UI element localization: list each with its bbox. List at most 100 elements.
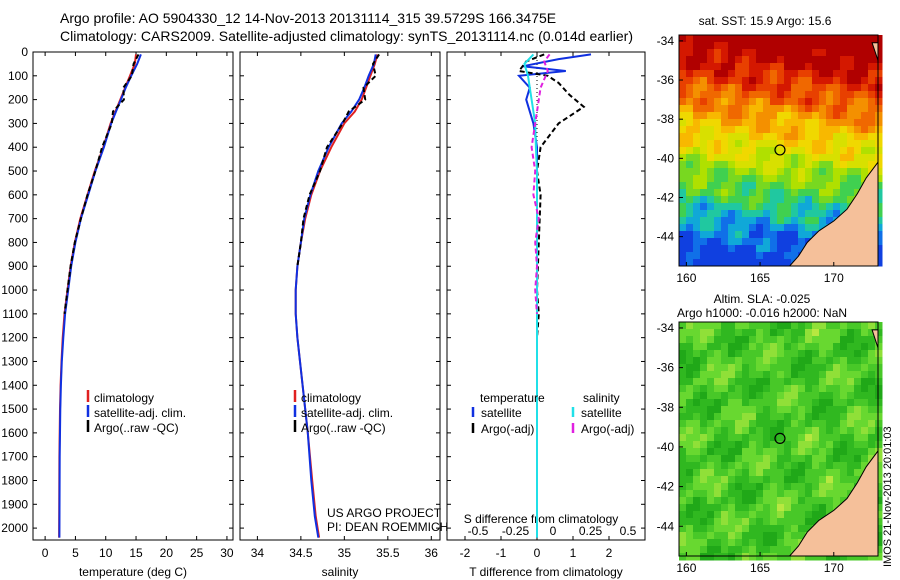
map-cell xyxy=(749,434,757,442)
map-cell xyxy=(749,252,757,260)
y-tick-label: 1900 xyxy=(1,497,28,511)
series-line-argo-raw-qc- xyxy=(63,53,140,315)
y-tick-label: 900 xyxy=(8,259,28,273)
map-cell xyxy=(700,448,708,456)
map-cell xyxy=(700,63,708,71)
map-cell xyxy=(707,63,715,71)
map-cell xyxy=(728,413,736,421)
map-cell xyxy=(854,336,862,344)
map-cell xyxy=(749,532,757,540)
map-cell xyxy=(875,161,883,169)
map-cell xyxy=(784,161,792,169)
map-y-tick-label: -42 xyxy=(657,190,675,204)
y-tick-label: 1700 xyxy=(1,450,28,464)
map-cell xyxy=(833,91,841,99)
map-cell xyxy=(777,441,785,449)
map-cell xyxy=(791,238,799,246)
map-cell xyxy=(700,336,708,344)
map-cell xyxy=(770,189,778,197)
map-cell xyxy=(763,441,771,449)
map-cell xyxy=(756,252,764,260)
map-cell xyxy=(735,518,743,526)
map-cell xyxy=(819,497,827,505)
map-cell xyxy=(791,147,799,155)
map-cell xyxy=(784,119,792,127)
map-cell xyxy=(693,140,701,148)
map-cell xyxy=(756,455,764,463)
map-cell xyxy=(721,84,729,92)
map-cell xyxy=(791,161,799,169)
map-cell xyxy=(840,98,848,106)
map-cell xyxy=(679,49,687,57)
map-cell xyxy=(700,91,708,99)
map-cell xyxy=(868,56,876,64)
map-cell xyxy=(854,56,862,64)
map-cell xyxy=(707,483,715,491)
map-cell xyxy=(686,77,694,85)
map-cell xyxy=(735,238,743,246)
map-cell xyxy=(686,84,694,92)
map-cell xyxy=(749,63,757,71)
map-cell xyxy=(875,511,883,519)
map-cell xyxy=(833,147,841,155)
map-cell xyxy=(784,196,792,204)
map-cell xyxy=(791,126,799,134)
map-cell xyxy=(861,350,869,358)
map-cell xyxy=(686,518,694,526)
map-cell xyxy=(791,70,799,78)
map-cell xyxy=(742,175,750,183)
map-cell xyxy=(784,147,792,155)
map-cell xyxy=(784,322,792,330)
map-cell xyxy=(721,525,729,533)
map-cell xyxy=(777,434,785,442)
map-cell xyxy=(756,133,764,141)
map-cell xyxy=(833,462,841,470)
map-cell xyxy=(721,553,729,561)
map-cell xyxy=(826,140,834,148)
map-cell xyxy=(847,70,855,78)
map-cell xyxy=(784,182,792,190)
map-cell xyxy=(700,238,708,246)
map-cell xyxy=(861,385,869,393)
map-cell xyxy=(777,385,785,393)
map-cell xyxy=(826,462,834,470)
map-cell xyxy=(707,112,715,120)
map-cell xyxy=(784,259,792,267)
map-cell xyxy=(728,385,736,393)
map-cell xyxy=(700,399,708,407)
map-cell xyxy=(833,371,841,379)
map-cell xyxy=(770,259,778,267)
map-cell xyxy=(854,105,862,113)
map-cell xyxy=(805,189,813,197)
map-cell xyxy=(756,546,764,554)
map-cell xyxy=(819,469,827,477)
map-cell xyxy=(826,77,834,85)
map-cell xyxy=(700,56,708,64)
map-cell xyxy=(749,182,757,190)
map-cell xyxy=(784,553,792,561)
map-cell xyxy=(840,462,848,470)
map-cell xyxy=(777,35,785,43)
map-cell xyxy=(763,133,771,141)
map-cell xyxy=(686,56,694,64)
map-cell xyxy=(770,336,778,344)
map-cell xyxy=(791,49,799,57)
map-cell xyxy=(819,350,827,358)
map-cell xyxy=(875,210,883,218)
map-cell xyxy=(770,182,778,190)
map-cell xyxy=(805,497,813,505)
map-cell xyxy=(805,364,813,372)
y-tick-label: 0 xyxy=(21,45,28,59)
map-cell xyxy=(749,112,757,120)
map-cell xyxy=(854,413,862,421)
map-cell xyxy=(679,140,687,148)
legend-label: satellite xyxy=(481,406,522,420)
map-cell xyxy=(735,469,743,477)
map-cell xyxy=(756,231,764,239)
map-cell xyxy=(693,329,701,337)
map-cell xyxy=(833,98,841,106)
map-cell xyxy=(721,245,729,253)
map-cell xyxy=(826,35,834,43)
map-cell xyxy=(749,483,757,491)
map-cell xyxy=(868,378,876,386)
